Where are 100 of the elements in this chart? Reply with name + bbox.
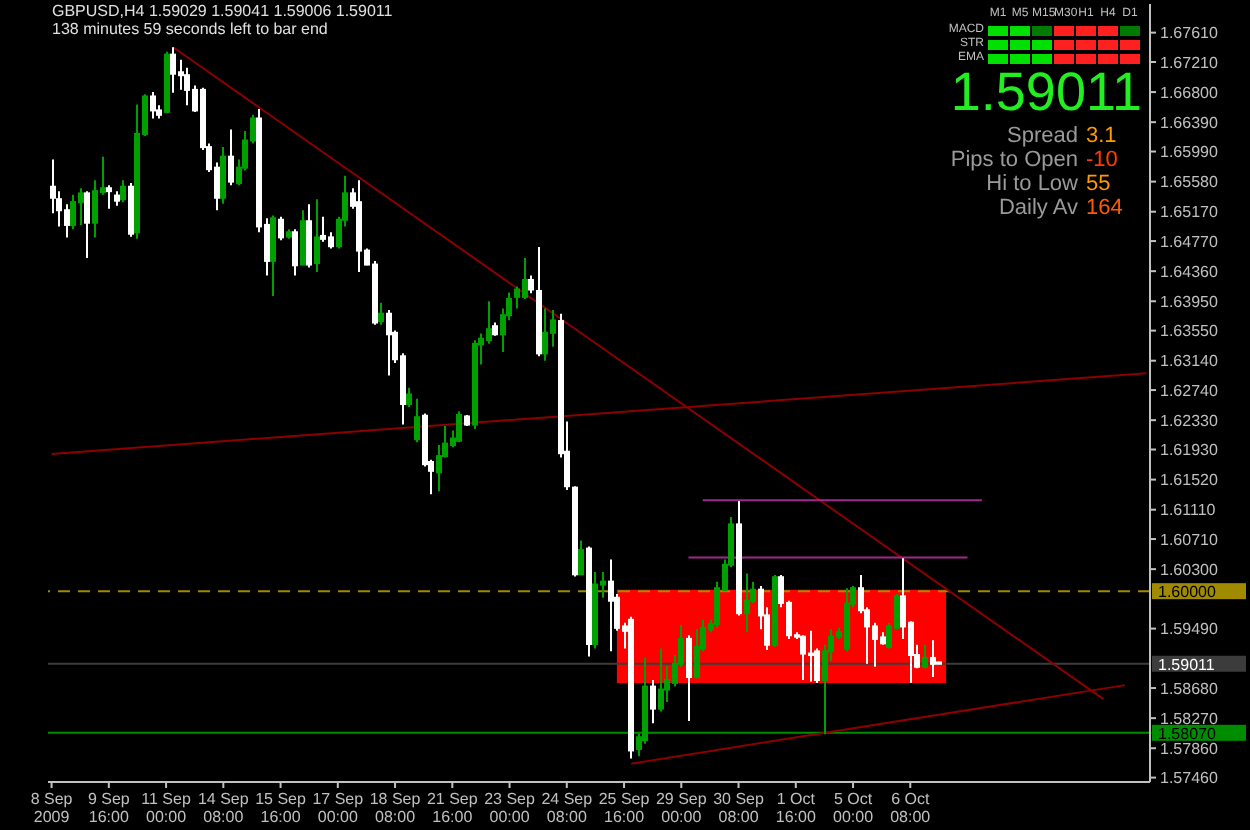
candlestick [70,193,76,231]
candlestick [228,128,234,187]
candlestick [150,91,156,120]
candlestick [84,190,90,259]
x-tick-label: 25 Sep 16:00 [598,790,651,826]
candlestick [922,643,928,670]
candlestick [550,309,556,348]
x-tick-label: 5 Oct 00:00 [833,790,875,826]
candlestick [164,50,170,115]
x-tick-label: 23 Sep 00:00 [484,790,537,826]
annotation: 55 [1086,172,1111,196]
candlestick [514,285,520,310]
x-tick-label: 29 Sep 00:00 [655,790,708,826]
candlestick [106,184,112,210]
candlestick [406,386,412,408]
y-tick-label: 1.60710 [1160,530,1219,549]
candlestick [306,203,312,269]
candlestick [170,46,176,94]
candlestick [686,634,692,723]
x-tick-label: 6 Oct 08:00 [890,790,932,826]
chart-title: GBPUSD,H4 1.59029 1.59041 1.59006 1.59011 [52,2,393,20]
candlestick [650,678,656,725]
candlestick [386,309,392,377]
candlestick [808,629,814,683]
ref-line-label: 1.59011 [1158,655,1216,674]
y-tick-label: 1.65170 [1160,203,1219,222]
y-tick-label: 1.63950 [1160,292,1219,311]
x-tick-label: 8 Sep 2009 [30,790,74,826]
candlestick [930,639,936,679]
candlestick [184,66,190,107]
y-tick-label: 1.58680 [1160,679,1219,698]
y-tick-label: 1.63550 [1160,322,1219,341]
y-tick-label: 1.65580 [1160,173,1219,192]
y-tick-label: 1.61930 [1160,441,1219,460]
x-tick-label: 9 Sep 16:00 [87,790,131,826]
candlestick [292,228,298,277]
y-tick-label: 1.57860 [1160,739,1219,758]
x-tick-label: 15 Sep 16:00 [255,790,308,826]
x-tick-label: 24 Sep 08:00 [541,790,594,826]
candlestick [128,182,134,238]
x-tick-label: 14 Sep 08:00 [197,790,250,826]
candlestick [220,146,226,205]
candlestick [270,214,276,298]
y-tick-label: 1.61110 [1160,501,1217,520]
annotation: 3.1 [1086,124,1117,148]
candlestick [314,198,320,273]
annotation: Daily Av [998,196,1078,220]
ref-line-label: 1.60000 [1158,583,1217,602]
candlestick [658,647,664,713]
candlestick [300,209,306,267]
candlestick [120,179,126,204]
x-tick-label: 17 Sep 00:00 [312,790,365,826]
candlestick [320,215,326,243]
candlestick [844,587,850,653]
candlestick [64,203,70,239]
candlestick [522,256,528,301]
x-tick-label: 18 Sep 08:00 [369,790,422,826]
y-tick-label: 1.60300 [1160,560,1219,579]
candlestick [472,339,478,430]
candlestick [486,300,492,345]
y-tick-label: 1.67610 [1160,24,1219,43]
y-tick-label: 1.64360 [1160,262,1219,281]
candlestick [456,410,462,444]
candlestick [78,187,84,226]
candlestick [414,397,420,444]
candlestick [800,634,806,681]
x-tick-label: 1 Oct 16:00 [775,790,817,826]
y-tick-label: 1.66390 [1160,113,1219,132]
candlestick [134,103,140,240]
candlestick [744,572,750,634]
candlestick [92,179,98,239]
annotation: Pips to Open [950,148,1078,172]
annotation: Hi to Low [986,172,1078,196]
y-tick-label: 1.59490 [1160,620,1219,639]
y-tick-label: 1.67210 [1160,53,1219,72]
text: 138 minutes 59 seconds left to bar end [52,20,328,38]
x-tick-label: 30 Sep 08:00 [713,790,765,826]
y-tick-label: 1.63140 [1160,352,1219,371]
candlestick [694,628,700,680]
x-tick-label: 21 Sep 16:00 [426,790,479,826]
y-tick-label: 1.62330 [1160,411,1219,430]
y-tick-label: 1.62740 [1160,381,1219,400]
annotation: 164 [1086,196,1123,220]
candlestick [278,215,284,242]
candlestick [608,558,614,653]
y-tick-label: 1.65990 [1160,143,1219,162]
annotation: 1.59011 [950,62,1142,122]
candlestick [772,574,778,648]
candlestick [592,571,598,650]
y-tick-label: 1.64770 [1160,232,1219,251]
candlestick [578,539,584,577]
y-tick-label: 1.57460 [1160,769,1219,788]
y-tick-label: 1.58270 [1160,709,1219,728]
candlestick [378,301,384,326]
candlestick [542,307,548,362]
x-tick-label: 11 Sep 00:00 [141,790,192,826]
annotation: Spread [1007,124,1078,148]
annotation: -10 [1086,148,1118,172]
y-tick-label: 1.61520 [1160,471,1219,490]
ref-line-label: 1.58070 [1158,724,1217,743]
